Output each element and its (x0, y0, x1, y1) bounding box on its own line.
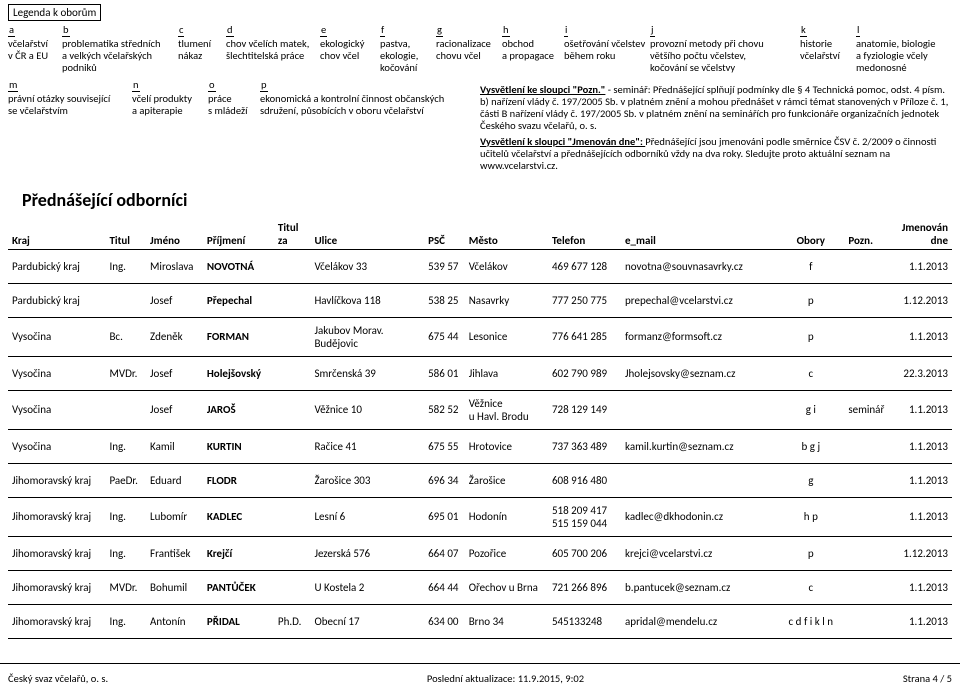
lecturers-table: Kraj Titul Jméno Příjmení Titul za Ulice… (8, 219, 952, 639)
legend-item-h: hobchoda propagace (502, 23, 564, 77)
legend-item-i: iošetřování včelstevběhem roku (564, 23, 650, 77)
table-row: Jihomoravský krajIng.FrantišekKrejčíJeze… (8, 536, 952, 570)
th-kraj: Kraj (8, 219, 105, 250)
legend-item-o: opráces mládeží (208, 79, 260, 174)
table-row: VysočinaJosefJAROŠVěžnice 10582 52Věžnic… (8, 390, 952, 429)
legend-item-c: ctlumenínákaz (178, 23, 226, 77)
th-jmeno: Jméno (146, 219, 203, 250)
th-telefon: Telefon (548, 219, 621, 250)
page-footer: Český svaz včelařů, o. s. Poslední aktua… (0, 663, 960, 689)
legend-item-a: avčelařstvív ČR a EU (8, 23, 62, 77)
legend-item-g: gracionalizacechovu včel (436, 23, 502, 77)
th-pozn: Pozn. (844, 219, 895, 250)
legend-item-j: jprovozní metody při chovuvětšího počtu … (650, 23, 800, 77)
th-psc: PSČ (424, 219, 465, 250)
table-row: Pardubický krajIng.MiroslavaNOVOTNÁVčelá… (8, 249, 952, 283)
th-dne: Jmenován dne (895, 219, 952, 250)
legend-item-d: dchov včelích matek,šlechtitelská práce (226, 23, 320, 77)
table-row: Jihomoravský krajIng.AntonínPŘIDALPh.D.O… (8, 604, 952, 638)
th-ulice: Ulice (310, 219, 424, 250)
th-titulza: Titul za (274, 219, 311, 250)
table-row: Jihomoravský krajMVDr.BohumilPANTŮČEKU K… (8, 570, 952, 604)
th-email: e_mail (621, 219, 777, 250)
legend-item-m: mprávní otázky souvisejícíse včelařstvím (8, 79, 132, 174)
table-row: Pardubický krajJosefPřepechalHavlíčkova … (8, 283, 952, 317)
table-header-row: Kraj Titul Jméno Příjmení Titul za Ulice… (8, 219, 952, 250)
footer-center: Poslední aktualizace: 11.9.2015, 9:02 (427, 672, 584, 685)
table-body: Pardubický krajIng.MiroslavaNOVOTNÁVčelá… (8, 249, 952, 638)
legend-item-l: lanatomie, biologiea fyziologie včely me… (856, 23, 960, 77)
table-row: VysočinaBc.ZdeněkFORMANJakubov Morav. Bu… (8, 317, 952, 356)
th-obory: Obory (777, 219, 844, 250)
legend-row2: mprávní otázky souvisejícíse včelařstvím… (8, 79, 952, 174)
section-title: Přednášející odborníci (22, 189, 952, 211)
legend-item-f: fpastva,ekologie,kočování (380, 23, 436, 77)
table-row: VysočinaIng.KamilKURTINRačice 41675 55Hr… (8, 429, 952, 463)
table-row: Jihomoravský krajPaeDr.EduardFLODRŽaroši… (8, 463, 952, 497)
legend-row1: avčelařstvív ČR a EUbproblematika středn… (8, 23, 952, 77)
legend-item-k: khistorievčelařství (800, 23, 856, 77)
footer-right: Strana 4 / 5 (903, 672, 952, 685)
table-row: VysočinaMVDr.JosefHolejšovskýSmrčenská 3… (8, 356, 952, 390)
legend-item-e: eekologickýchov včel (320, 23, 380, 77)
th-mesto: Město (465, 219, 548, 250)
footer-left: Český svaz včelařů, o. s. (8, 672, 108, 685)
legend-item-b: bproblematika střednícha velkých včelařs… (62, 23, 178, 77)
legend-explain: Vysvětlení ke sloupci "Pozn." - seminář:… (480, 81, 950, 174)
legend-item-n: nvčelí produktya apiterapie (132, 79, 208, 174)
table-row: Jihomoravský krajIng.LubomírKADLECLesní … (8, 497, 952, 536)
legend-item-p: pekonomická a kontrolní činnost občanský… (260, 79, 480, 174)
th-prijmeni: Příjmení (203, 219, 274, 250)
th-titul: Titul (105, 219, 146, 250)
legend-title: Legenda k oborům (8, 4, 101, 21)
